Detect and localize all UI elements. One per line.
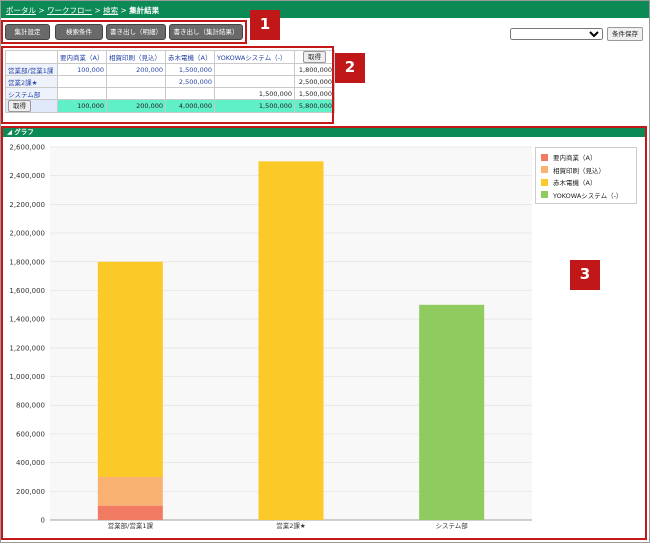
breadcrumb-search-link[interactable]: 検索 xyxy=(103,6,119,15)
saved-conditions-select[interactable] xyxy=(510,28,603,40)
bar-segment xyxy=(419,304,485,520)
y-tick-label: 1,200,000 xyxy=(9,344,45,352)
chart-legend: 要内商業（A） 相賀印刷（見込） 赤木電機（A） YOKOWAシステム（-） xyxy=(535,147,637,204)
column-header[interactable]: 赤木電機（A） xyxy=(165,50,215,64)
summary-table: 要内商業（A） 相賀印刷（見込） 赤木電機（A） YOKOWAシステム（-） 取… xyxy=(5,50,335,113)
column-header-total: 取得 xyxy=(294,50,335,64)
bar-segment xyxy=(258,161,324,520)
column-header[interactable]: YOKOWAシステム（-） xyxy=(214,50,295,64)
x-tick-label: システム部 xyxy=(436,521,469,530)
y-tick-label: 1,400,000 xyxy=(9,316,45,324)
table-header-row: 要内商業（A） 相賀印刷（見込） 赤木電機（A） YOKOWAシステム（-） 取… xyxy=(5,50,335,64)
legend-item[interactable]: 赤木電機（A） xyxy=(541,176,631,189)
callout-badge-2: 2 xyxy=(335,53,365,83)
column-header[interactable]: 相賀印刷（見込） xyxy=(106,50,166,64)
table-total-row: 取得 100,000 200,000 4,000,000 1,500,000 5… xyxy=(5,99,335,113)
save-conditions-button[interactable]: 条件保存 xyxy=(607,27,643,41)
callout-badge-3: 3 xyxy=(570,260,600,290)
breadcrumb-separator: > xyxy=(92,6,104,15)
bar-segment xyxy=(97,476,163,506)
legend-label: 要内商業（A） xyxy=(553,154,597,163)
y-tick-label: 2,400,000 xyxy=(9,172,45,180)
callout-box-2 xyxy=(1,46,334,124)
row-header[interactable]: 営業部/営業1課 xyxy=(5,63,58,76)
y-tick-label: 800,000 xyxy=(16,402,45,410)
x-tick-label: 営業2課★ xyxy=(276,521,306,530)
y-tick-label: 1,800,000 xyxy=(9,258,45,266)
bar-segment xyxy=(97,261,163,477)
callout-box-3 xyxy=(1,126,647,540)
export-detail-button[interactable]: 書き出し（明細） xyxy=(106,24,166,40)
total-cell: 4,000,000 xyxy=(165,99,215,113)
collapse-triangle-icon: ◢ xyxy=(7,128,15,136)
breadcrumb-current: 集計結果 xyxy=(129,6,160,15)
get-row-button[interactable]: 取得 xyxy=(8,100,31,112)
total-row-header: 取得 xyxy=(5,99,58,113)
bar-segment xyxy=(97,505,163,520)
x-tick-label: 営業部/営業1課 xyxy=(108,521,154,530)
table-row: 営業部/営業1課 100,000 200,000 1,500,000 1,800… xyxy=(5,63,335,76)
legend-swatch xyxy=(541,166,548,174)
total-cell: 100,000 xyxy=(57,99,107,113)
breadcrumb-portal-link[interactable]: ポータル xyxy=(6,6,36,15)
table-row: システム部 1,500,000 1,500,000 xyxy=(5,87,335,100)
legend-swatch xyxy=(541,153,548,161)
graph-section-header[interactable]: ◢ グラフ xyxy=(1,128,645,137)
total-cell: 200,000 xyxy=(106,99,166,113)
y-tick-label: 2,200,000 xyxy=(9,201,45,209)
legend-swatch xyxy=(541,191,548,199)
breadcrumb-separator: > xyxy=(36,6,48,15)
legend-label: 赤木電機（A） xyxy=(553,179,597,188)
legend-swatch xyxy=(541,178,548,186)
y-tick-label: 2,000,000 xyxy=(9,230,45,238)
y-tick-label: 400,000 xyxy=(16,459,45,467)
legend-item[interactable]: 相賀印刷（見込） xyxy=(541,164,631,177)
legend-item[interactable]: 要内商業（A） xyxy=(541,151,631,164)
aggregate-settings-button[interactable]: 集計設定 xyxy=(5,24,50,40)
y-tick-label: 200,000 xyxy=(16,488,45,496)
table-corner xyxy=(5,50,58,64)
stacked-bar-chart: 0 200,000 400,000 600,000 800,000 1,000,000 1,… xyxy=(9,144,532,530)
callout-badge-1: 1 xyxy=(250,10,280,40)
y-tick-label: 1,000,000 xyxy=(9,373,45,381)
grand-total-cell: 5,800,000 xyxy=(294,99,335,113)
get-column-button[interactable]: 取得 xyxy=(303,51,326,63)
export-summary-button[interactable]: 書き出し（集計結果） xyxy=(169,24,243,40)
total-cell: 1,500,000 xyxy=(214,99,295,113)
legend-item[interactable]: YOKOWAシステム（-） xyxy=(541,189,631,202)
breadcrumb-workflow-link[interactable]: ワークフロー xyxy=(47,6,93,15)
legend-label: YOKOWAシステム（-） xyxy=(553,191,623,200)
breadcrumb: ポータル > ワークフロー > 検索 > 集計結果 xyxy=(1,1,649,18)
y-tick-label: 2,600,000 xyxy=(9,144,45,152)
legend-label: 相賀印刷（見込） xyxy=(553,166,605,175)
breadcrumb-separator: > xyxy=(118,6,130,15)
graph-header-label: グラフ xyxy=(14,128,34,136)
y-tick-label: 600,000 xyxy=(16,430,45,438)
y-tick-label: 0 xyxy=(41,517,45,525)
callout-box-1 xyxy=(1,20,247,44)
y-tick-label: 1,600,000 xyxy=(9,287,45,295)
search-conditions-button[interactable]: 検索条件 xyxy=(55,24,103,40)
